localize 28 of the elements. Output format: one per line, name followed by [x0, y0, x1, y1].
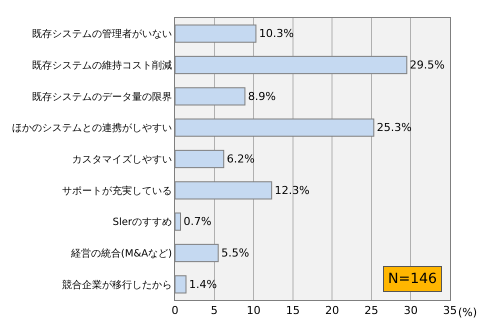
x-axis-title: (%): [458, 306, 478, 319]
data-label: 29.5%: [410, 58, 445, 72]
x-tick-label: 25: [364, 304, 378, 318]
x-tick-label: 35: [443, 304, 457, 318]
annotation: N=146: [388, 271, 438, 287]
x-tick-label: 15: [286, 304, 300, 318]
data-label: 0.7%: [184, 215, 212, 228]
data-label: 10.3%: [258, 27, 294, 40]
x-tick-label: 10: [246, 304, 261, 318]
x-tick-label: 20: [325, 304, 340, 318]
y-tick-label: 経営の統合(M&Aなど): [70, 248, 172, 260]
y-tick-label: 既存システムのデータ量の限界: [32, 90, 172, 103]
x-tick-label: 30: [404, 304, 418, 318]
y-tick-label: カスタマイズしやすい: [72, 154, 172, 166]
data-label: 1.4%: [189, 278, 217, 291]
x-tick-label: 5: [210, 304, 218, 318]
data-label: 5.5%: [221, 246, 250, 260]
y-tick-label: 競合企業が移行したから: [62, 278, 172, 291]
data-label: 25.3%: [376, 121, 412, 134]
y-tick-label: ほかのシステムとの連携がしやすい: [12, 122, 172, 134]
data-label: 8.9%: [248, 90, 276, 103]
y-tick-label: 既存システムの管理者がいない: [32, 28, 172, 40]
y-tick-label: Slerのすすめ: [112, 217, 172, 228]
y-tick-label: 既存システムの維持コスト削減: [32, 60, 172, 72]
x-tick-label: 0: [172, 304, 178, 318]
y-tick-label: サポートが充実している: [62, 184, 172, 197]
data-label: 6.2%: [226, 152, 255, 166]
data-label: 12.3%: [274, 184, 310, 197]
